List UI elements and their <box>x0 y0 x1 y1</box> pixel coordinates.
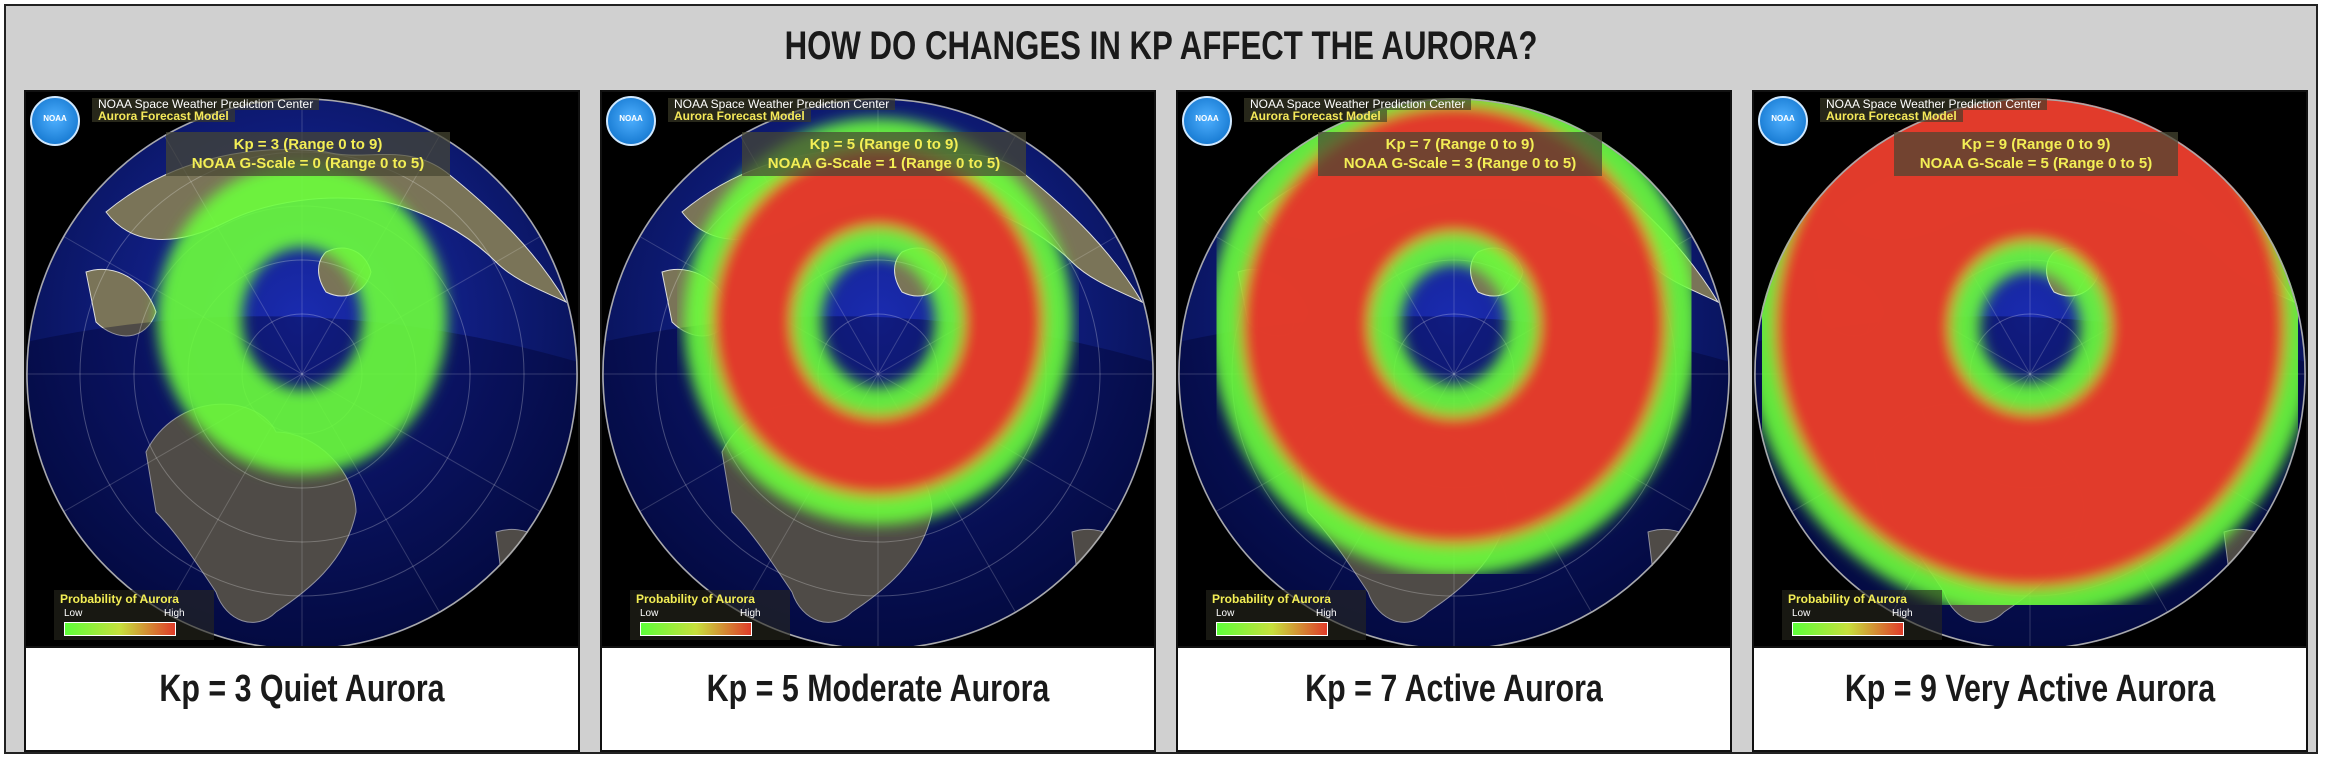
model-label: Aurora Forecast Model <box>92 110 235 122</box>
panel-kp-5: NOAA NOAA Space Weather Prediction Cente… <box>600 90 1156 752</box>
noaa-logo: NOAA <box>606 96 656 146</box>
noaa-logo: NOAA <box>30 96 80 146</box>
aurora-map: NOAA NOAA Space Weather Prediction Cente… <box>1754 92 2306 646</box>
legend-high-label: High <box>164 608 185 619</box>
caption-text: Kp = 7 Active Aurora <box>1305 668 1603 710</box>
legend-color-bar <box>1792 622 1904 636</box>
g-scale-line: NOAA G-Scale = 1 (Range 0 to 5) <box>767 155 1001 172</box>
caption-text: Kp = 3 Quiet Aurora <box>159 668 445 710</box>
legend-title: Probability of Aurora <box>1212 592 1331 606</box>
legend-title: Probability of Aurora <box>60 592 179 606</box>
kp-line: Kp = 7 (Range 0 to 9) <box>1385 136 1535 153</box>
legend-color-bar <box>640 622 752 636</box>
g-scale-line: NOAA G-Scale = 0 (Range 0 to 5) <box>191 155 425 172</box>
legend-low-label: Low <box>1216 608 1235 619</box>
kp-line: Kp = 5 (Range 0 to 9) <box>809 136 959 153</box>
legend-color-bar <box>64 622 176 636</box>
longitude-line <box>62 235 542 513</box>
panel-kp-9: NOAA NOAA Space Weather Prediction Cente… <box>1752 90 2308 752</box>
probability-legend: Probability of Aurora Low High <box>1206 590 1366 640</box>
legend-high-label: High <box>1892 608 1913 619</box>
aurora-map: NOAA NOAA Space Weather Prediction Cente… <box>26 92 578 646</box>
g-scale-line: NOAA G-Scale = 3 (Range 0 to 5) <box>1343 155 1577 172</box>
model-label: Aurora Forecast Model <box>1820 110 1963 122</box>
kp-line: Kp = 3 (Range 0 to 9) <box>233 136 383 153</box>
legend-color-bar <box>1216 622 1328 636</box>
aurora-map: NOAA NOAA Space Weather Prediction Cente… <box>1178 92 1730 646</box>
g-scale-line: NOAA G-Scale = 5 (Range 0 to 5) <box>1919 155 2153 172</box>
kp-info-box: Kp = 5 (Range 0 to 9) NOAA G-Scale = 1 (… <box>742 132 1026 176</box>
globe-map <box>26 98 578 646</box>
legend-low-label: Low <box>64 608 83 619</box>
aurora-green-band <box>157 163 447 474</box>
legend-low-label: Low <box>640 608 659 619</box>
aurora-red-band <box>712 146 1044 497</box>
panel-caption: Kp = 9 Very Active Aurora <box>1754 646 2306 750</box>
org-label: NOAA Space Weather Prediction Center <box>92 98 320 110</box>
org-label: NOAA Space Weather Prediction Center <box>1244 98 1472 110</box>
panel-caption: Kp = 5 Moderate Aurora <box>602 646 1154 750</box>
kp-info-box: Kp = 3 (Range 0 to 9) NOAA G-Scale = 0 (… <box>166 132 450 176</box>
kp-info-box: Kp = 7 (Range 0 to 9) NOAA G-Scale = 3 (… <box>1318 132 1602 176</box>
legend-title: Probability of Aurora <box>636 592 755 606</box>
page-title: HOW DO CHANGES IN KP AFFECT THE AURORA? <box>784 24 1538 68</box>
noaa-logo: NOAA <box>1758 96 1808 146</box>
kp-line: Kp = 9 (Range 0 to 9) <box>1961 136 2111 153</box>
longitude-line <box>62 235 542 513</box>
aurora-map: NOAA NOAA Space Weather Prediction Cente… <box>602 92 1154 646</box>
legend-title: Probability of Aurora <box>1788 592 1907 606</box>
org-label: NOAA Space Weather Prediction Center <box>1820 98 2048 110</box>
panel-kp-7: NOAA NOAA Space Weather Prediction Cente… <box>1176 90 1732 752</box>
legend-low-label: Low <box>1792 608 1811 619</box>
aurora-oval <box>683 118 1073 525</box>
panel-kp-3: NOAA NOAA Space Weather Prediction Cente… <box>24 90 580 752</box>
caption-text: Kp = 9 Very Active Aurora <box>1844 668 2216 710</box>
probability-legend: Probability of Aurora Low High <box>1782 590 1942 640</box>
legend-high-label: High <box>740 608 761 619</box>
legend-high-label: High <box>1316 608 1337 619</box>
globe-map <box>602 98 1154 646</box>
infographic-frame: HOW DO CHANGES IN KP AFFECT THE AURORA? … <box>4 4 2318 754</box>
panel-caption: Kp = 3 Quiet Aurora <box>26 646 578 750</box>
kp-info-box: Kp = 9 (Range 0 to 9) NOAA G-Scale = 5 (… <box>1894 132 2178 176</box>
caption-text: Kp = 5 Moderate Aurora <box>706 668 1050 710</box>
aurora-oval <box>157 163 447 474</box>
night-shade <box>26 316 578 646</box>
model-label: Aurora Forecast Model <box>668 110 811 122</box>
probability-legend: Probability of Aurora Low High <box>630 590 790 640</box>
probability-legend: Probability of Aurora Low High <box>54 590 214 640</box>
panel-caption: Kp = 7 Active Aurora <box>1178 646 1730 750</box>
model-label: Aurora Forecast Model <box>1244 110 1387 122</box>
alaska-land <box>85 268 157 337</box>
org-label: NOAA Space Weather Prediction Center <box>668 98 896 110</box>
noaa-logo: NOAA <box>1182 96 1232 146</box>
